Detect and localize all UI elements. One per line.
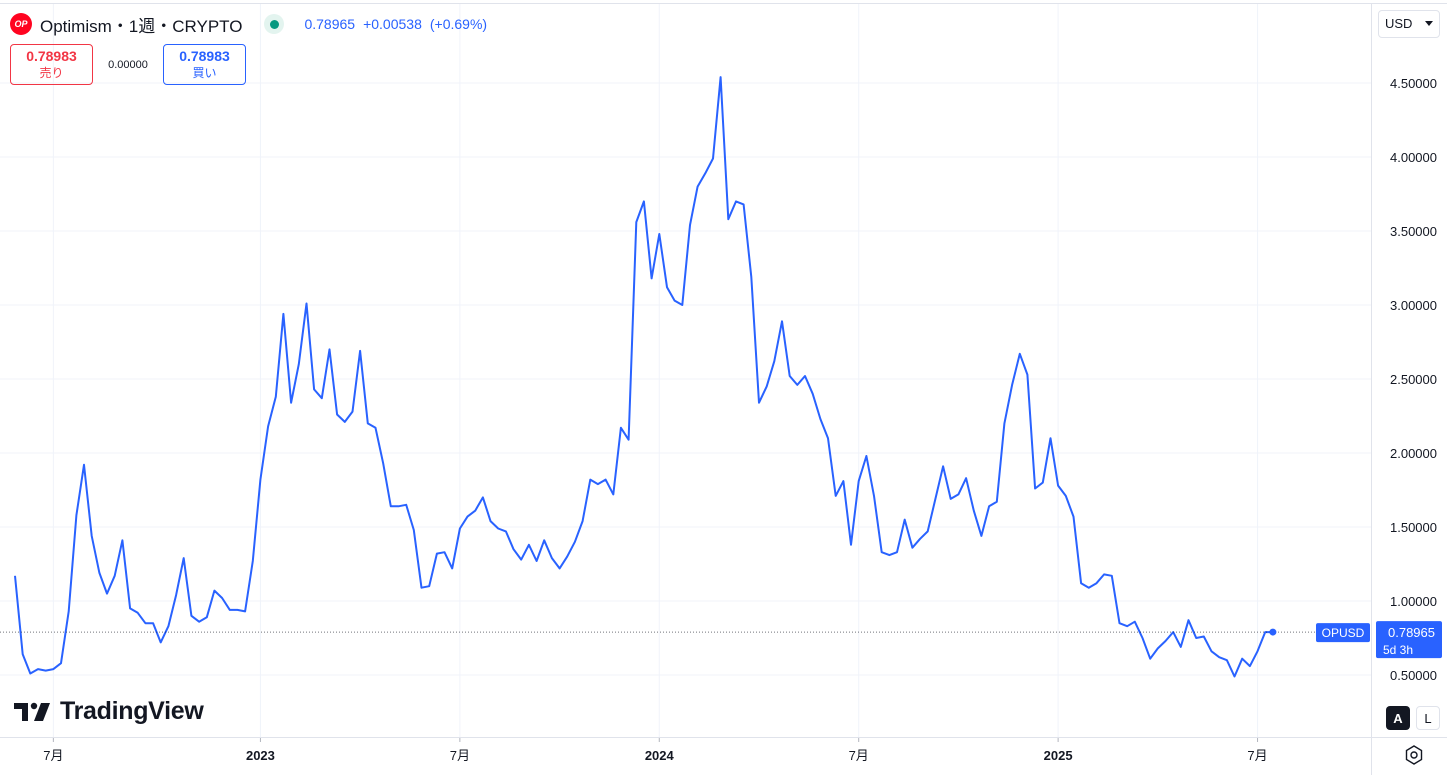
symbol-header: OP Optimism・1週・CRYPTO 0.78965 +0.00538 (… [10, 10, 487, 38]
log-scale-button[interactable]: L [1416, 706, 1440, 730]
market-status-icon[interactable] [264, 14, 285, 34]
trade-panel: 0.78983 売り 0.00000 0.78983 買い [10, 44, 246, 85]
chevron-down-icon [1425, 21, 1433, 26]
sell-price: 0.78983 [26, 48, 77, 64]
x-tick-label: 2024 [645, 748, 675, 763]
y-tick-label: 2.00000 [1390, 446, 1437, 461]
auto-scale-button[interactable]: A [1386, 706, 1410, 730]
sell-button[interactable]: 0.78983 売り [10, 44, 93, 85]
currency-select[interactable]: USD [1378, 10, 1440, 38]
x-tick-label: 2025 [1044, 748, 1073, 763]
buy-label: 買い [192, 66, 217, 80]
y-tick-label: 0.50000 [1390, 668, 1437, 683]
x-tick-label: 7月 [450, 748, 470, 763]
price-tag [1376, 621, 1442, 659]
tradingview-logo-icon [14, 702, 50, 721]
x-tick-label: 7月 [43, 748, 63, 763]
y-tick-label: 4.50000 [1390, 76, 1437, 91]
price-quote: 0.78965 +0.00538 (+0.69%) [304, 16, 487, 32]
x-tick-label: 2023 [246, 748, 275, 763]
y-tick-label: 3.00000 [1390, 298, 1437, 313]
last-point-marker [1269, 628, 1277, 636]
symbol-title[interactable]: Optimism・1週・CRYPTO [40, 16, 243, 36]
sell-label: 売り [39, 66, 64, 80]
y-tick-label: 4.00000 [1390, 150, 1437, 165]
chart-settings-icon[interactable] [1402, 743, 1426, 767]
tradingview-watermark: TradingView [14, 697, 204, 726]
price-line [14, 76, 1273, 678]
y-tick-label: 1.50000 [1390, 520, 1437, 535]
buy-price: 0.78983 [179, 48, 230, 64]
symbol-tag-label: OPUSD [1322, 626, 1365, 640]
currency-label: USD [1385, 16, 1413, 31]
x-tick-label: 7月 [1247, 748, 1267, 763]
y-tick-label: 3.50000 [1390, 224, 1437, 239]
price-change-percent: (+0.69%) [429, 16, 488, 32]
y-tick-label: 1.00000 [1390, 594, 1437, 609]
symbol-tag [1316, 623, 1370, 643]
x-tick-label: 7月 [849, 748, 869, 763]
price-change: +0.00538 [363, 16, 422, 32]
last-price: 0.78965 [304, 16, 356, 32]
optimism-logo-icon: OP [10, 13, 32, 35]
spread-value: 0.00000 [108, 58, 148, 71]
price-tag-value: 0.78965 [1388, 625, 1435, 640]
price-tag-countdown: 5d 3h [1383, 643, 1413, 657]
y-tick-label: 2.50000 [1390, 372, 1437, 387]
watermark-text: TradingView [60, 697, 204, 725]
buy-button[interactable]: 0.78983 買い [163, 44, 246, 85]
